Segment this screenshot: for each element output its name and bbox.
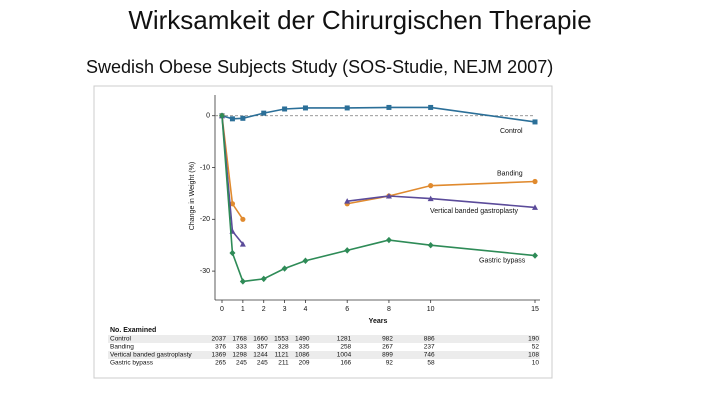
table-row-bg [108,343,540,351]
marker [229,201,236,207]
x-tick-label: 2 [262,306,266,313]
table-count: 237 [424,344,435,351]
table-count: 209 [299,360,310,367]
marker [344,198,351,204]
table-count: 899 [382,352,393,359]
table-count: 333 [236,344,247,351]
y-axis-label: Change in Weight (%) [189,162,196,230]
marker [240,115,246,121]
marker [428,104,434,110]
table-count: 267 [382,344,393,351]
table-count: 357 [257,344,268,351]
table-count: 245 [236,360,247,367]
marker [532,119,538,125]
table-count: 746 [424,352,435,359]
table-count: 1244 [253,352,268,359]
table-count: 1553 [274,336,289,343]
table-count: 258 [340,344,351,351]
series-label: Banding [497,170,523,177]
table-count: 166 [340,360,351,367]
table-count: 1768 [232,336,247,343]
x-tick-label: 1 [241,306,245,313]
table-count: 2037 [212,336,227,343]
table-count: 376 [215,344,226,351]
table-row-bg [108,351,540,359]
marker [229,116,235,122]
x-tick-label: 6 [345,306,349,313]
table-count: 1660 [253,336,268,343]
table-count: 1004 [337,352,352,359]
marker [385,236,392,244]
marker [239,241,246,247]
marker [532,252,538,259]
table-count: 92 [386,360,394,367]
marker [302,105,308,111]
x-axis-label: Years [369,318,388,325]
table-count: 52 [532,344,540,351]
table-count: 1121 [275,352,289,359]
y-tick-label: -20 [200,216,210,223]
slide-title: Wirksamkeit der Chirurgischen Therapie [128,5,591,35]
marker [532,204,538,210]
marker [240,216,246,222]
table-count: 10 [532,360,540,367]
marker [428,183,434,189]
table-row-label: Banding [110,344,134,351]
marker [302,257,309,264]
marker [344,105,350,111]
slide-subtitle: Swedish Obese Subjects Study (SOS-Studie… [86,57,553,77]
marker [239,278,246,285]
marker [261,110,267,116]
x-tick-label: 8 [387,306,391,313]
table-count: 982 [382,336,393,343]
table-count: 108 [528,352,539,359]
x-tick-label: 0 [220,306,224,313]
marker [532,178,538,185]
table-count: 1086 [295,352,310,359]
marker [344,247,351,254]
series-label: Vertical banded gastroplasty [430,208,518,215]
marker [385,193,392,199]
table-count: 190 [528,336,539,343]
table-count: 1490 [295,336,310,343]
x-tick-label: 15 [531,306,539,313]
marker [427,242,434,249]
table-count: 211 [278,360,289,367]
marker [282,106,288,112]
table-row-label: Control [110,336,132,343]
marker [219,112,225,119]
marker [386,104,392,110]
y-tick-label: -10 [200,164,210,171]
table-row-label: Gastric bypass [110,360,154,367]
table-row-bg [108,359,540,367]
y-tick-label: -30 [200,268,210,275]
series-label: Gastric bypass [479,257,526,264]
marker [281,265,288,272]
table-count: 265 [215,360,226,367]
series-label: Control [500,128,523,135]
marker [229,249,236,257]
table-count: 245 [257,360,268,367]
table-row-label: Vertical banded gastroplasty [110,352,192,359]
table-count: 335 [299,344,310,351]
table-count: 1298 [232,352,247,359]
series-line [221,115,536,283]
table-count: 886 [424,336,435,343]
table-count: 1281 [337,336,352,343]
chart-frame [93,85,553,379]
marker [260,275,267,283]
x-tick-label: 3 [283,306,287,313]
y-tick-label: 0 [206,113,210,120]
table-row-bg [108,335,540,343]
x-tick-label: 10 [427,306,435,313]
marker [427,195,434,202]
table-count: 1369 [212,352,227,359]
table-title: No. Examined [110,327,156,334]
x-tick-label: 4 [304,306,308,313]
table-count: 58 [427,360,435,367]
series-line [221,106,536,123]
table-count: 328 [278,344,289,351]
